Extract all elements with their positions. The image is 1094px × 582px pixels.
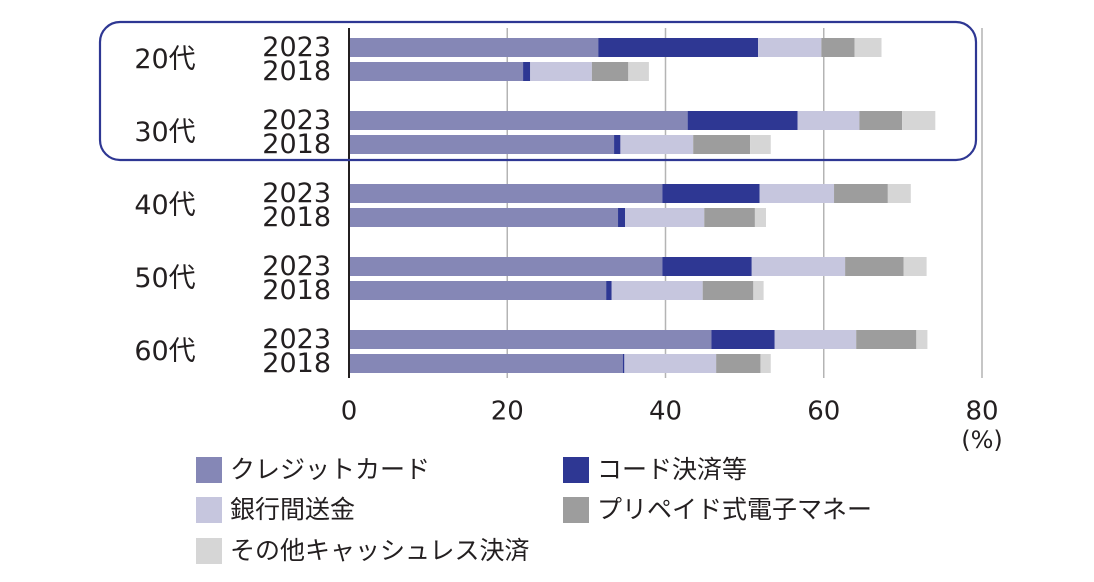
age-label: 50代 <box>134 263 195 294</box>
bar-segment-g2-2018-s1 <box>618 208 626 227</box>
bar-segment-g2-2018-s4 <box>754 208 766 227</box>
age-label: 60代 <box>134 336 195 367</box>
bar-segment-g3-2018-s2 <box>611 281 703 300</box>
legend-swatch-4 <box>196 538 222 564</box>
highlight-frame-rect <box>98 20 978 162</box>
bar-segment-g2-2023-s3 <box>834 184 888 203</box>
bar-segment-g2-2023-s1 <box>662 184 760 203</box>
legend-swatch-2 <box>196 497 222 523</box>
legend-label-4: その他キャッシュレス決済 <box>230 536 530 565</box>
bar-segment-g1-2023-s2 <box>797 111 860 130</box>
bar-segment-g4-2023-s0 <box>349 330 712 349</box>
bar-segment-g1-2018-s0 <box>349 135 615 154</box>
bar-segment-g2-2018-s0 <box>349 208 619 227</box>
year-label: 2018 <box>262 275 331 306</box>
legend-swatch-1 <box>563 457 589 483</box>
bar-segment-g3-2023-s0 <box>349 257 663 276</box>
legend-label-3: プリペイド式電子マネー <box>597 495 872 524</box>
unit-label: (%) <box>961 426 1003 454</box>
bar-segment-g1-2018-s4 <box>750 135 771 154</box>
bar-segment-g4-2018-s2 <box>624 354 717 373</box>
highlight-frame <box>98 20 978 162</box>
year-label: 2018 <box>262 348 331 379</box>
legend-swatch-3 <box>563 497 589 523</box>
x-tick-label: 60 <box>807 397 840 427</box>
x-tick-label: 80 <box>965 397 998 427</box>
bar-segment-g4-2018-s0 <box>349 354 623 373</box>
bar-segment-g1-2023-s3 <box>859 111 903 130</box>
bar-segment-g0-2018-s0 <box>349 62 524 81</box>
year-label: 2023 <box>262 178 331 209</box>
x-axis: 0 20 40 60 80(%) <box>341 28 1003 454</box>
year-label: 2018 <box>262 129 331 160</box>
bar-segment-g4-2018-s4 <box>760 354 771 373</box>
category-labels: 2023201820代2023201830代2023201840代2023201… <box>134 32 331 379</box>
bar-segment-g0-2018-s1 <box>523 62 531 81</box>
bar-segment-g4-2023-s1 <box>711 330 775 349</box>
legend-swatch-0 <box>196 457 222 483</box>
bars <box>349 38 936 373</box>
bar-segment-g0-2023-s3 <box>821 38 855 57</box>
bar-segment-g0-2018-s3 <box>591 62 629 81</box>
bar-segment-g1-2018-s2 <box>620 135 694 154</box>
bar-segment-g4-2018-s3 <box>716 354 761 373</box>
bar-segment-g2-2018-s2 <box>625 208 705 227</box>
x-tick-label: 0 <box>341 397 358 427</box>
bar-segment-g3-2023-s2 <box>751 257 846 276</box>
x-tick-label: 20 <box>491 397 524 427</box>
year-label: 2018 <box>262 56 331 87</box>
legend-label-2: 銀行間送金 <box>230 495 355 524</box>
bar-segment-g0-2023-s4 <box>854 38 882 57</box>
bar-segment-g2-2023-s2 <box>759 184 835 203</box>
bar-segment-g3-2018-s1 <box>606 281 612 300</box>
legend-label-0: クレジットカード <box>230 455 430 484</box>
bar-segment-g1-2018-s3 <box>693 135 751 154</box>
bar-segment-g0-2018-s4 <box>628 62 649 81</box>
year-label: 2023 <box>262 251 331 282</box>
bar-segment-g2-2018-s3 <box>704 208 755 227</box>
bar-segment-g1-2023-s0 <box>349 111 688 130</box>
bar-segment-g4-2023-s4 <box>916 330 928 349</box>
bar-segment-g3-2018-s4 <box>753 281 764 300</box>
bar-segment-g3-2018-s3 <box>702 281 754 300</box>
bar-segment-g2-2023-s4 <box>887 184 911 203</box>
year-label: 2023 <box>262 105 331 136</box>
age-label: 30代 <box>134 117 195 148</box>
age-label: 40代 <box>134 190 195 221</box>
bar-segment-g4-2023-s3 <box>856 330 917 349</box>
bar-segment-g0-2018-s2 <box>530 62 592 81</box>
bar-segment-g3-2023-s4 <box>903 257 927 276</box>
bar-segment-g3-2023-s3 <box>845 257 904 276</box>
legend-label-1: コード決済等 <box>597 455 747 484</box>
bar-segment-g1-2018-s1 <box>614 135 621 154</box>
bar-segment-g0-2023-s2 <box>758 38 822 57</box>
year-label: 2023 <box>262 324 331 355</box>
year-label: 2023 <box>262 32 331 63</box>
x-tick-label: 40 <box>649 397 682 427</box>
bar-segment-g2-2023-s0 <box>349 184 663 203</box>
bar-segment-g1-2023-s4 <box>902 111 936 130</box>
bar-segment-g1-2023-s1 <box>687 111 798 130</box>
bar-segment-g0-2023-s0 <box>349 38 599 57</box>
bar-segment-g3-2023-s1 <box>662 257 752 276</box>
bar-segment-g3-2018-s0 <box>349 281 607 300</box>
age-label: 20代 <box>134 44 195 75</box>
bar-segment-g0-2023-s1 <box>598 38 759 57</box>
year-label: 2018 <box>262 202 331 233</box>
bar-segment-g4-2018-s1 <box>622 354 625 373</box>
bar-segment-g4-2023-s2 <box>774 330 857 349</box>
